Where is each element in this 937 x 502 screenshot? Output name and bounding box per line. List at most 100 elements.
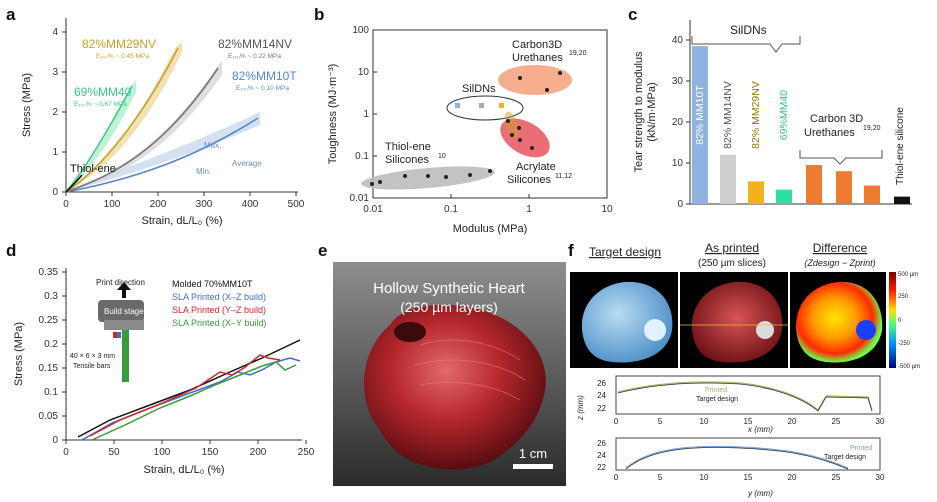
- d-tensile-1: 40 × 6 × 3 mm: [70, 353, 115, 360]
- d-y-tick-label: 0.1: [44, 387, 58, 398]
- panel-e: e Hollow Synthetic Heart (250 µm layers)…: [318, 241, 566, 486]
- f-target-title: Target design: [589, 245, 661, 259]
- d-x-tick-label: 0: [63, 447, 69, 458]
- b-label-thiol: Thiol-ene: [385, 141, 431, 153]
- d-y-tick-label: 0.2: [44, 339, 58, 350]
- b-region-mm29: [504, 111, 520, 139]
- d-legend-entry: SLA Printed (X–Y build): [172, 318, 266, 328]
- a-label-mm29: 82%MM29NV: [82, 37, 156, 51]
- c-thiol-label: Thiol-ene silicone: [895, 107, 906, 185]
- c-bar: [806, 165, 822, 204]
- panel-label-e: e: [318, 241, 327, 260]
- b-y-tick-label: 10: [358, 67, 370, 78]
- c-carbon-brace: [799, 150, 883, 165]
- f-printed-title: As printed: [705, 241, 759, 255]
- d-x-tick-label: 50: [108, 447, 120, 458]
- b-x-tick-label: 1: [526, 204, 532, 215]
- f-plot2-x-ticks: 0 5 10 15 20 25 30: [614, 473, 885, 482]
- b-label-carbon-ref: 19,20: [569, 50, 587, 57]
- a-label-min: Min.: [196, 167, 211, 176]
- d-x-tick-label: 100: [154, 447, 171, 458]
- a-label-mm10: 82%MM10T: [232, 69, 297, 83]
- c-y-tick-label: 30: [672, 76, 684, 87]
- a-x-tick-label: 100: [104, 199, 121, 210]
- f-target-shape: [581, 281, 673, 363]
- f-plot1-printed: [617, 381, 873, 411]
- a-label-mm40: 69%MM40: [74, 85, 132, 99]
- f-diff-shape: [796, 281, 883, 363]
- d-curve-xy: [91, 361, 297, 441]
- b-x-tick-label: 10: [601, 204, 613, 215]
- b-x-label: Modulus (MPa): [453, 223, 528, 235]
- a-y-tick-label: 3: [52, 67, 58, 78]
- panel-f: f Target design As printed (250 µm slice…: [568, 241, 920, 498]
- d-y-tick-label: 0.15: [39, 363, 59, 374]
- b-region-carbon: [498, 65, 572, 95]
- e-subtitle: (250 µm layers): [400, 299, 498, 315]
- d-build-plate: [104, 320, 144, 330]
- a-label-mm10-e: E₁₀₀% ~ 0.10 MPa: [236, 85, 289, 92]
- f-plot1-frame: [615, 375, 881, 415]
- a-curve-mm40: [65, 85, 133, 193]
- b-y-tick-label: 0.01: [350, 193, 370, 204]
- a-label-thiol: Thiol-ene: [70, 163, 116, 175]
- f-plot2-legend-target: Target design: [824, 454, 866, 461]
- d-y-tick-label: 0.35: [39, 267, 59, 278]
- c-bar-label: 82% MM14NV: [722, 81, 734, 149]
- d-print-direction: Print direction: [96, 278, 145, 287]
- f-diff-sub: (Zdesign − Zprint): [804, 258, 875, 268]
- c-y-tick-label: 0: [677, 199, 683, 210]
- f-cbar-tick-0: 500 µm: [898, 272, 918, 278]
- panel-b: b 100 10 1 0.1 0.01 0.01 0.1 1 10 Toughness (MJ…: [314, 5, 613, 235]
- d-x-tick-label: 250: [298, 447, 315, 458]
- d-tensile-2: Tensile bars: [73, 363, 111, 370]
- a-x-tick-label: 200: [150, 199, 167, 210]
- b-point-mm10: [455, 103, 460, 108]
- a-label-mm14-e: E₁₀₀% ~ 0.22 MPa: [228, 53, 281, 60]
- b-y-label: Toughness (MJ·m⁻³): [327, 64, 339, 165]
- f-x-tick-label: 30: [876, 473, 885, 482]
- panel-a: a 0 1 2 3 4 0 100 200 300 400 500 Stress (MPa) St…: [6, 5, 305, 227]
- e-heart-layers: [414, 339, 526, 401]
- c-bar-label: 82% MM29NV: [750, 81, 762, 149]
- f-plot1-legend-target: Target design: [696, 396, 738, 403]
- f-x-tick-label: 20: [788, 473, 797, 482]
- d-y-tick-label: 0.3: [44, 291, 58, 302]
- f-plot1-x-ticks: 0 5 10 15 20 25 30: [614, 417, 885, 426]
- f-x-tick-label: 10: [700, 473, 709, 482]
- f-plot2-x-label: y (mm): [747, 489, 773, 498]
- a-curve-mm29: [65, 47, 179, 193]
- f-x-tick-label: 0: [614, 473, 619, 482]
- a-curve-mm10: [65, 117, 259, 193]
- e-title: Hollow Synthetic Heart: [373, 280, 526, 297]
- f-plot1-z-24: 24: [597, 391, 606, 400]
- d-legend-entry: SLA Printed (Y–Z build): [172, 305, 266, 315]
- f-plot1-legend-printed: Printed: [705, 387, 727, 394]
- f-cbar-tick-2: 0: [898, 318, 902, 324]
- panel-label-d: d: [6, 241, 16, 260]
- c-carbon-label: Carbon 3D: [810, 113, 863, 125]
- a-x-tick-label: 400: [242, 199, 259, 210]
- b-region-sildns: [446, 95, 524, 121]
- d-y-label: Stress (MPa): [13, 322, 25, 386]
- b-x-tick-label: 0.01: [363, 204, 383, 215]
- d-curve-yz: [89, 354, 281, 437]
- d-inset: Print direction Build stage 40 × 6 × 3 m…: [70, 278, 145, 382]
- e-scale-bar: [513, 464, 553, 469]
- a-curve-thiol: [65, 174, 83, 193]
- b-label-acryl2: Silicones: [507, 174, 552, 186]
- f-plot2-frame: [615, 437, 881, 471]
- f-printed-shape: [691, 281, 783, 363]
- b-x-tick-label: 0.1: [444, 204, 458, 215]
- f-x-tick-label: 20: [788, 417, 797, 426]
- c-y-ticks: 0 10 20 30 40: [672, 35, 690, 210]
- c-bar: [836, 171, 852, 204]
- f-x-tick-label: 5: [658, 473, 663, 482]
- d-curve-xz: [81, 357, 301, 441]
- f-plot1-x-label: x (mm): [747, 425, 773, 434]
- f-plot1-z-22: 22: [597, 404, 606, 413]
- c-bar: [720, 154, 736, 204]
- f-x-tick-label: 10: [700, 417, 709, 426]
- d-bar-green: [122, 330, 129, 382]
- d-legend: Molded 70%MM10T SLA Printed (X–Z build) SL…: [172, 279, 266, 328]
